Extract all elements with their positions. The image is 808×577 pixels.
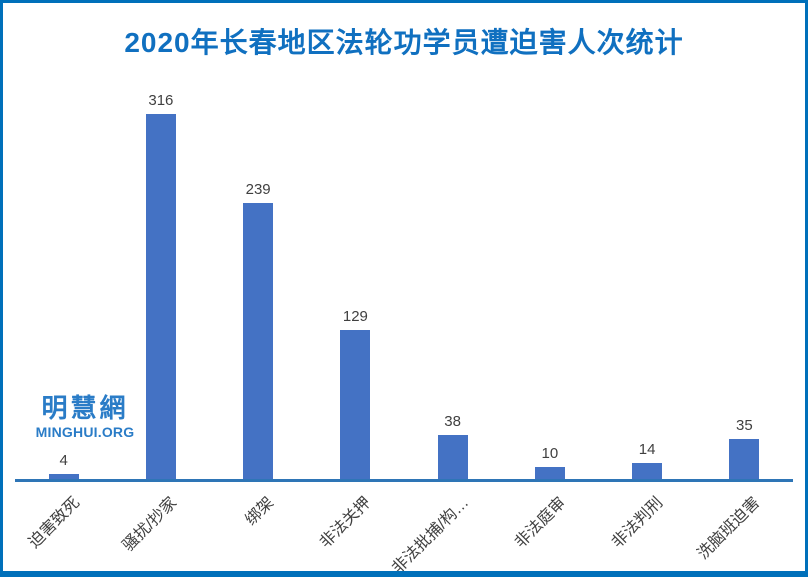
minghui-logo-latin-text: MINGHUI.ORG	[35, 424, 135, 440]
bar-value-label: 35	[736, 417, 753, 434]
bar	[340, 330, 371, 479]
bar	[243, 203, 274, 479]
bar-value-label: 316	[148, 92, 174, 109]
bar	[632, 463, 663, 479]
bar-value-label: 38	[444, 413, 461, 430]
plot-area: 4 316 239 129 38 10 14 35	[15, 3, 793, 479]
chart-title: 2020年长春地区法轮功学员遭迫害人次统计	[124, 27, 684, 58]
bar	[729, 439, 760, 479]
category-label: 非法批捕/构…	[388, 494, 472, 577]
bar-value-label: 129	[342, 308, 368, 325]
x-axis-line	[15, 479, 793, 482]
category-label: 迫害致死	[25, 494, 83, 552]
bar	[48, 474, 79, 479]
category-label: 非法关押	[317, 494, 375, 552]
bar	[145, 114, 176, 479]
bar-value-label: 4	[59, 452, 68, 469]
bar-value-label: 10	[541, 445, 559, 462]
bar-value-label: 14	[638, 441, 656, 458]
category-label: 绑架	[242, 494, 278, 529]
minghui-logo: 明慧網 MINGHUI.ORG	[30, 395, 140, 439]
category-label: 骚扰/抄家	[119, 494, 181, 555]
category-label: 非法判刑	[609, 494, 667, 552]
category-label: 非法庭审	[511, 494, 570, 552]
minghui-logo-cjk-text: 明慧網	[41, 393, 129, 423]
bar	[534, 467, 565, 479]
bar-value-label: 239	[245, 181, 271, 198]
category-label: 洗脑班迫害	[695, 494, 764, 563]
bar	[437, 435, 468, 479]
